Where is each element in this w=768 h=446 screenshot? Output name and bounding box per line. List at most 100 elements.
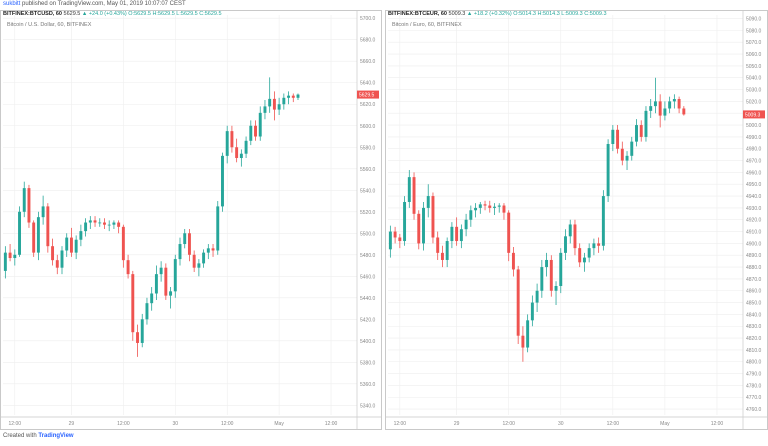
btceur-candle[interactable] — [393, 226, 397, 244]
btcusd-candle[interactable] — [178, 237, 182, 266]
btceur-candle[interactable] — [653, 77, 657, 114]
btcusd-candle[interactable] — [244, 136, 248, 159]
btcusd-candle[interactable] — [169, 287, 173, 309]
btceur-candle[interactable] — [564, 229, 567, 260]
btceur-candle[interactable] — [398, 233, 402, 249]
btceur-candle[interactable] — [388, 225, 392, 258]
btcusd-candle[interactable] — [51, 238, 55, 266]
chart-pane-btcusd[interactable]: 5700.0 5680.0 5660.0 5640.0 5620.0 5600.0 5580… — [0, 10, 382, 430]
btceur-candle[interactable] — [630, 136, 634, 161]
btceur-candle[interactable] — [445, 237, 449, 268]
btcusd-candle[interactable] — [249, 120, 253, 146]
btceur-candle[interactable] — [582, 252, 586, 272]
btceur-candle[interactable] — [521, 326, 525, 362]
btceur-candle[interactable] — [436, 231, 440, 260]
btcusd-candle[interactable] — [287, 91, 291, 105]
btceur-candle[interactable] — [507, 210, 511, 262]
btcusd-candle[interactable] — [192, 250, 196, 272]
btceur-candle[interactable] — [573, 219, 577, 256]
btceur-candle[interactable] — [540, 259, 544, 298]
btcusd-candle[interactable] — [183, 228, 187, 249]
btcusd-candle[interactable] — [32, 220, 36, 257]
btceur-candle[interactable] — [616, 125, 620, 154]
btcusd-candle[interactable] — [211, 244, 215, 257]
btcusd-candle[interactable] — [272, 91, 276, 121]
btceur-candle[interactable] — [464, 213, 468, 237]
btcusd-candle[interactable] — [268, 77, 272, 113]
btceur-candle[interactable] — [597, 237, 601, 253]
publisher-username[interactable]: sukbitt — [3, 1, 21, 7]
btcusd-candlestick-chart[interactable]: 5700.0 5680.0 5660.0 5640.0 5620.0 5600.0 5580… — [1, 11, 381, 429]
btcusd-candle[interactable] — [112, 220, 116, 229]
btceur-candle[interactable] — [469, 205, 473, 227]
btcusd-candle[interactable] — [291, 93, 295, 103]
btceur-candle[interactable] — [568, 219, 572, 244]
btcusd-candle[interactable] — [187, 228, 191, 262]
btceur-candle[interactable] — [635, 119, 638, 147]
btcusd-candle[interactable] — [3, 246, 7, 279]
btcusd-candle[interactable] — [69, 227, 73, 257]
btcusd-candle[interactable] — [136, 324, 139, 357]
btceur-candle[interactable] — [611, 125, 615, 152]
btceur-candle[interactable] — [474, 203, 478, 218]
btceur-candle[interactable] — [601, 190, 605, 251]
btcusd-candle[interactable] — [117, 220, 121, 234]
btcusd-candle[interactable] — [239, 149, 243, 167]
btceur-candle[interactable] — [488, 200, 492, 213]
btceur-candle[interactable] — [478, 201, 482, 214]
btcusd-candle[interactable] — [145, 297, 149, 325]
btceur-candle[interactable] — [545, 252, 549, 277]
btceur-candle[interactable] — [502, 203, 506, 220]
btcusd-candle[interactable] — [150, 287, 154, 311]
btcusd-candle[interactable] — [230, 125, 234, 153]
btceur-candle[interactable] — [497, 203, 501, 213]
btceur-candle[interactable] — [587, 243, 591, 263]
btceur-candle[interactable] — [422, 201, 425, 251]
btceur-candle[interactable] — [530, 295, 534, 327]
btcusd-candle[interactable] — [140, 313, 144, 348]
btceur-candle[interactable] — [526, 314, 530, 353]
btceur-candle[interactable] — [459, 224, 463, 249]
btceur-candle[interactable] — [450, 222, 454, 249]
btcusd-candle[interactable] — [98, 218, 102, 227]
btceur-candle[interactable] — [658, 94, 662, 128]
btceur-candle[interactable] — [403, 196, 407, 246]
btcusd-candle[interactable] — [103, 218, 106, 229]
btceur-candle[interactable] — [431, 192, 435, 244]
btceur-candle[interactable] — [677, 96, 681, 114]
btcusd-candle[interactable] — [46, 203, 50, 253]
btceur-candle[interactable] — [639, 120, 643, 142]
btcusd-candle[interactable] — [41, 195, 45, 225]
btcusd-candle[interactable] — [60, 246, 64, 275]
btceur-candle[interactable] — [455, 217, 459, 246]
btcusd-candle[interactable] — [216, 201, 220, 255]
btcusd-candle[interactable] — [173, 254, 177, 298]
btcusd-candle[interactable] — [258, 106, 262, 141]
btcusd-candle[interactable] — [126, 254, 130, 279]
btcusd-candle[interactable] — [221, 152, 224, 212]
btcusd-candle[interactable] — [159, 261, 163, 282]
btcusd-candle[interactable] — [84, 218, 88, 237]
btcusd-candle[interactable] — [65, 233, 69, 257]
btcusd-candle[interactable] — [154, 265, 158, 300]
btceur-candle[interactable] — [644, 106, 648, 142]
btcusd-candle[interactable] — [254, 120, 257, 141]
chart-pane-btceur[interactable]: 5090.0 5080.0 5070.0 5060.0 5050.0 5040.0 5030… — [385, 10, 768, 430]
btceur-candle[interactable] — [606, 139, 610, 202]
btceur-candle[interactable] — [620, 141, 624, 166]
btceur-candle[interactable] — [682, 106, 686, 116]
btcusd-candle[interactable] — [202, 249, 206, 268]
btceur-candle[interactable] — [578, 243, 582, 268]
btceur-candle[interactable] — [535, 283, 539, 313]
btcusd-candle[interactable] — [36, 211, 40, 261]
btcusd-candle[interactable] — [79, 224, 83, 247]
btceur-candlestick-chart[interactable]: 5090.0 5080.0 5070.0 5060.0 5050.0 5040.0 5030… — [386, 11, 767, 429]
btcusd-candle[interactable] — [296, 93, 300, 100]
btcusd-candle[interactable] — [88, 216, 92, 229]
btcusd-candle[interactable] — [8, 244, 12, 262]
btceur-candle[interactable] — [426, 184, 430, 218]
tradingview-logo[interactable]: TradingView — [38, 433, 74, 439]
btceur-candle[interactable] — [554, 281, 558, 305]
btceur-candle[interactable] — [417, 210, 421, 250]
btcusd-candle[interactable] — [235, 138, 239, 163]
